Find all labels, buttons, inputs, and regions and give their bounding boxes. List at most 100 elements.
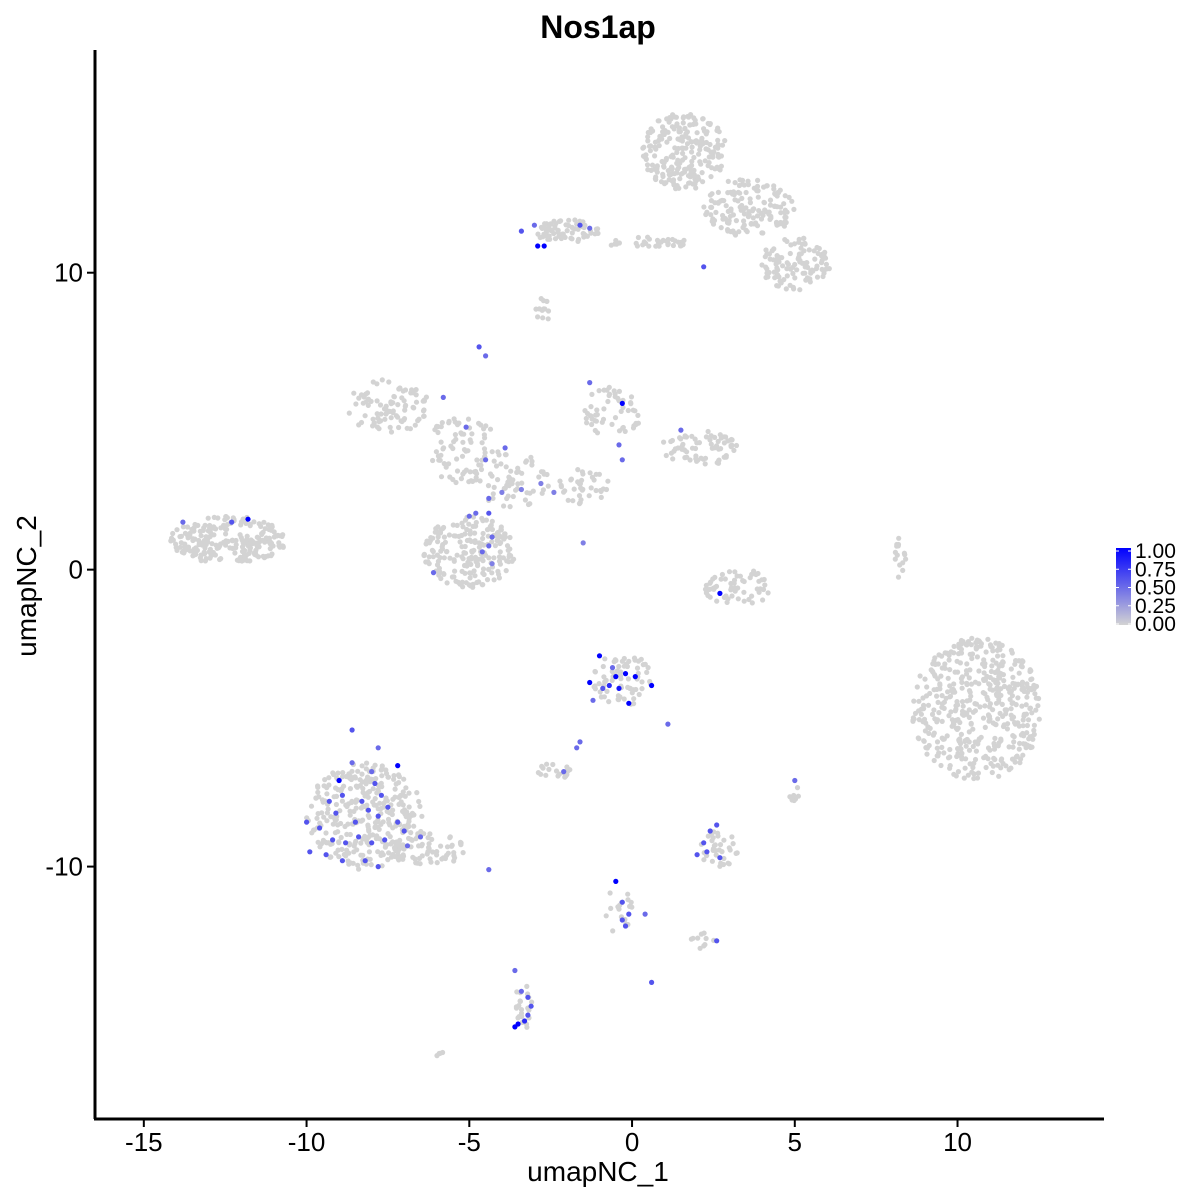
cell-point [732, 585, 738, 591]
cell-point [1021, 733, 1027, 739]
expressing-cell-point [349, 727, 355, 733]
cell-point [616, 906, 622, 912]
cell-point [338, 788, 344, 794]
cell-point [170, 530, 176, 537]
expressing-cell-point [463, 424, 469, 430]
cell-point [923, 720, 929, 726]
cell-point [395, 842, 401, 848]
cell-point [746, 596, 752, 603]
expressing-cell-point [483, 353, 489, 359]
cell-point [939, 718, 945, 725]
cell-point [271, 529, 277, 535]
cell-point [628, 394, 635, 400]
cell-point [1013, 702, 1019, 708]
cell-point [700, 179, 706, 185]
cell-point [977, 704, 983, 710]
cell-point [951, 643, 957, 650]
cell-point [569, 230, 575, 236]
cell-point [741, 222, 747, 228]
expressing-cell-point [245, 516, 251, 522]
cell-point [426, 841, 432, 847]
cell-point [765, 590, 771, 596]
cell-point [1019, 703, 1025, 709]
expressing-cell-point [596, 653, 603, 659]
cell-point [966, 707, 972, 713]
expressing-cell-point [326, 798, 332, 804]
cell-point [535, 770, 542, 776]
cell-point [439, 856, 445, 862]
cell-point [754, 223, 761, 229]
cell-point [480, 518, 486, 524]
cell-point [593, 487, 599, 494]
cell-point [444, 844, 451, 850]
cell-point [783, 286, 789, 292]
cell-point [600, 663, 606, 670]
cell-point [358, 852, 364, 858]
cell-point [797, 257, 803, 264]
expressing-cell-point [440, 394, 446, 400]
cell-point [438, 452, 444, 458]
cell-point [501, 536, 507, 542]
cell-point [400, 802, 406, 808]
expressing-cell-point [622, 671, 629, 677]
cell-point [564, 228, 570, 234]
cell-point [692, 117, 698, 123]
cell-point [224, 515, 230, 521]
cell-point [433, 449, 439, 455]
cell-point [1007, 689, 1013, 695]
expressing-cell-point [359, 798, 365, 804]
cell-point [601, 406, 607, 412]
cell-point [374, 411, 380, 417]
cell-point [721, 855, 727, 862]
cell-point [265, 553, 271, 559]
cell-point [715, 125, 721, 131]
cell-point [657, 136, 663, 142]
x-axis-label: umapNC_1 [527, 1156, 669, 1187]
cell-point [425, 835, 431, 841]
cell-point [571, 486, 577, 492]
cell-point [536, 474, 542, 480]
expressing-cell-point [538, 480, 544, 487]
cell-point [712, 445, 718, 451]
cell-point [762, 207, 768, 213]
cell-point [316, 794, 322, 800]
cell-point [706, 154, 712, 160]
cell-point [562, 488, 568, 494]
cell-point [714, 598, 720, 604]
cell-point [177, 544, 183, 550]
cell-point [969, 769, 975, 775]
cell-point [708, 212, 714, 218]
cell-point [396, 424, 402, 431]
cell-point [170, 537, 176, 543]
cell-point [691, 154, 697, 161]
cell-point [645, 167, 651, 173]
cell-point [476, 540, 482, 546]
cell-point [719, 571, 726, 578]
cell-point [733, 442, 740, 449]
cell-point [784, 209, 790, 215]
cell-point [939, 693, 945, 699]
cell-point [941, 705, 947, 712]
cell-point [988, 760, 994, 767]
cell-point [661, 164, 667, 170]
cell-point [750, 206, 756, 212]
expressing-cell-point [535, 243, 541, 249]
cell-point [568, 476, 575, 482]
cell-point [400, 844, 406, 850]
cell-point [340, 770, 346, 776]
cell-point [493, 463, 500, 469]
expressing-cell-point [600, 685, 606, 692]
cell-point [701, 857, 707, 863]
cell-point [780, 263, 786, 269]
expressing-cell-point [587, 380, 593, 386]
cell-point [982, 677, 989, 683]
cell-point [972, 701, 978, 707]
cell-point [715, 438, 721, 444]
cell-point [807, 279, 813, 285]
cell-point [454, 522, 460, 529]
cell-point [1008, 666, 1014, 672]
expressing-cell-point [541, 243, 547, 249]
cell-point [480, 535, 486, 542]
cell-point [218, 556, 224, 562]
cell-point [993, 700, 1000, 706]
